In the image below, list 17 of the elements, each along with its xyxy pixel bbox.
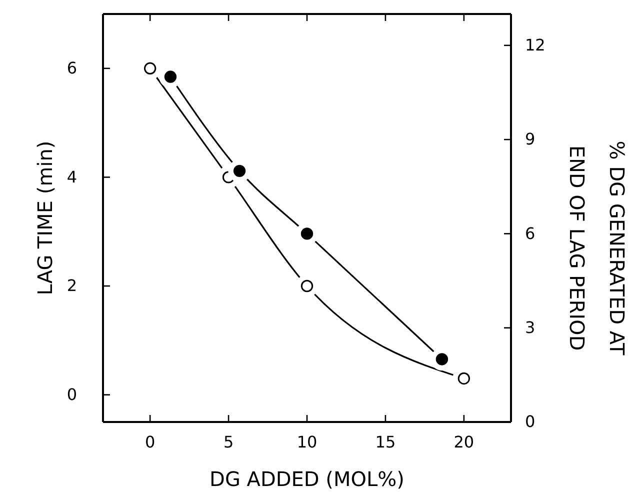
- x-tick-label: 0: [144, 432, 156, 452]
- y2-tick-label: 12: [525, 36, 546, 55]
- y2-axis-title: % DG GENERATED AT END OF LAG PERIOD: [565, 140, 629, 356]
- y-tick-label: 4: [66, 167, 77, 186]
- y2-tick-label: 3: [525, 318, 536, 337]
- x-tick-label: 10: [296, 432, 318, 452]
- y-tick-label: 0: [66, 384, 77, 404]
- y-tick-label: 2: [66, 276, 77, 296]
- x-axis-title: DG ADDED (MOL%): [210, 467, 404, 491]
- y-axis-title: LAG TIME (min): [33, 140, 57, 296]
- x-tick-label: 5: [223, 432, 234, 452]
- y-tick-label: 6: [66, 58, 77, 78]
- y2-tick-label: 9: [525, 130, 536, 149]
- y2-tick-label: 6: [525, 224, 536, 243]
- x-tick-label: 20: [454, 432, 474, 452]
- x-tick-label: 15: [375, 432, 396, 452]
- y2-tick-label: 0: [525, 412, 536, 432]
